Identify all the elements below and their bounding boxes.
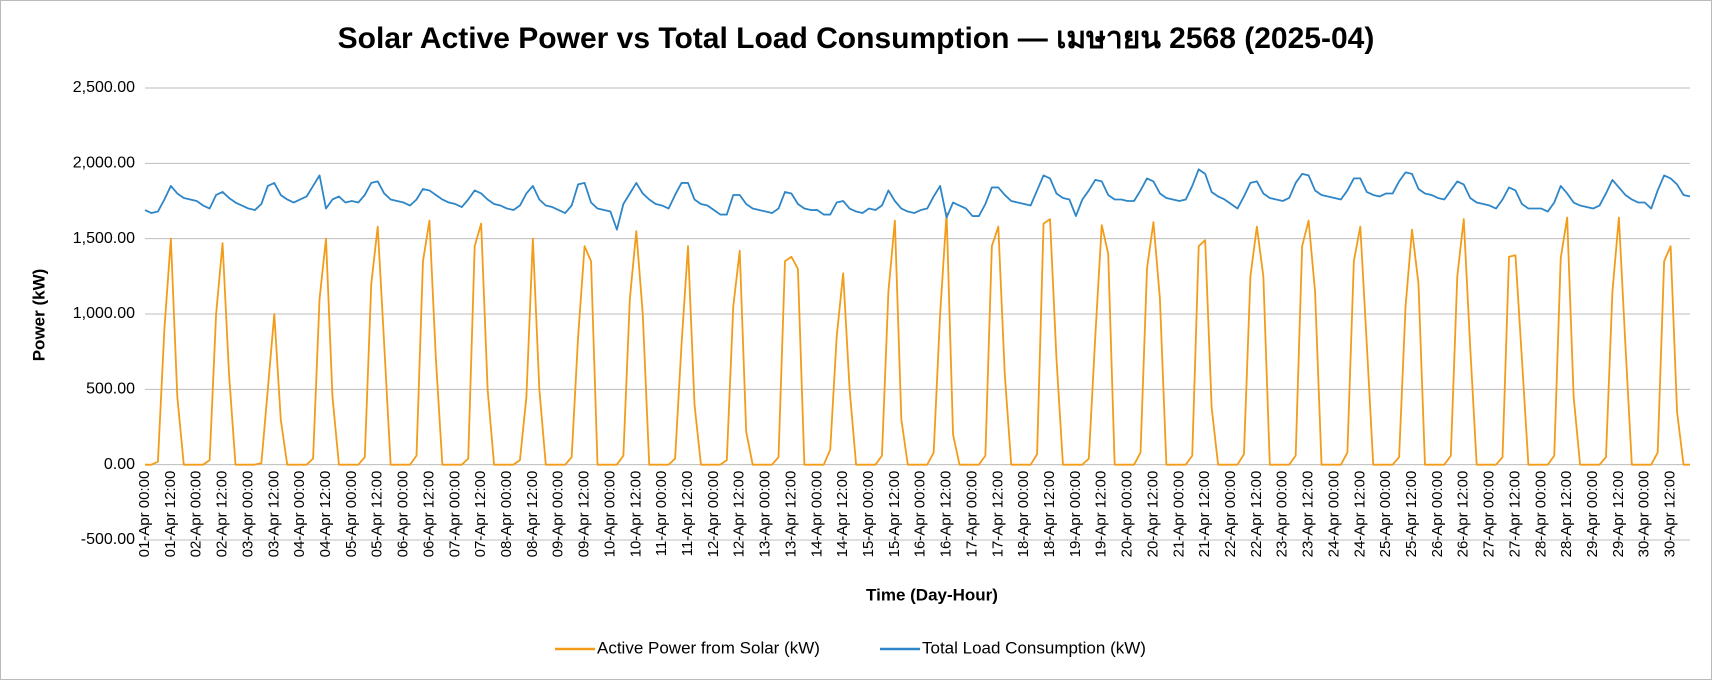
- legend-label: Total Load Consumption (kW): [922, 638, 1146, 657]
- x-tick-label: 12-Apr 00:00: [705, 471, 722, 558]
- x-tick-label: 05-Apr 12:00: [369, 471, 386, 558]
- x-tick-label: 08-Apr 00:00: [498, 471, 515, 558]
- x-tick-label: 02-Apr 12:00: [214, 471, 231, 558]
- x-tick-label: 28-Apr 12:00: [1558, 471, 1575, 558]
- x-tick-label: 16-Apr 12:00: [938, 471, 955, 558]
- x-tick-label: 06-Apr 00:00: [395, 471, 412, 558]
- x-tick-label: 27-Apr 00:00: [1481, 471, 1498, 558]
- x-tick-label: 11-Apr 00:00: [653, 471, 670, 557]
- x-tick-label: 05-Apr 00:00: [343, 471, 360, 558]
- x-tick-label: 19-Apr 00:00: [1067, 471, 1084, 558]
- x-tick-label: 07-Apr 00:00: [446, 471, 463, 558]
- x-tick-label: 14-Apr 00:00: [808, 471, 825, 558]
- x-tick-label: 11-Apr 12:00: [679, 471, 696, 557]
- x-tick-label: 10-Apr 12:00: [627, 471, 644, 558]
- x-tick-label: 01-Apr 12:00: [162, 471, 179, 558]
- x-tick-label: 29-Apr 00:00: [1584, 471, 1601, 558]
- series-line: [144, 168, 1691, 231]
- x-tick-label: 27-Apr 12:00: [1506, 471, 1523, 558]
- x-tick-label: 15-Apr 00:00: [860, 471, 877, 558]
- y-tick-label: -500.00: [81, 531, 135, 548]
- y-tick-label: 2,000.00: [73, 155, 135, 172]
- x-tick-label: 17-Apr 00:00: [963, 471, 980, 558]
- chart-title: Solar Active Power vs Total Load Consump…: [338, 22, 1375, 55]
- x-tick-label: 30-Apr 00:00: [1636, 471, 1653, 558]
- x-axis-title: Time (Day-Hour): [866, 585, 998, 604]
- x-tick-label: 17-Apr 12:00: [989, 471, 1006, 558]
- x-tick-label: 14-Apr 12:00: [834, 471, 851, 558]
- x-tick-label: 20-Apr 00:00: [1119, 471, 1136, 558]
- x-tick-label: 20-Apr 12:00: [1144, 471, 1161, 558]
- y-tick-label: 1,000.00: [73, 305, 135, 322]
- x-tick-label: 04-Apr 00:00: [291, 471, 308, 558]
- x-tick-label: 24-Apr 12:00: [1351, 471, 1368, 558]
- x-tick-label: 28-Apr 00:00: [1532, 471, 1549, 558]
- x-tick-label: 21-Apr 00:00: [1170, 471, 1187, 558]
- x-tick-label: 26-Apr 00:00: [1429, 471, 1446, 558]
- x-tick-label: 09-Apr 00:00: [550, 471, 567, 558]
- x-tick-label: 09-Apr 12:00: [576, 471, 593, 558]
- x-tick-label: 29-Apr 12:00: [1610, 471, 1627, 558]
- x-tick-label: 22-Apr 12:00: [1248, 471, 1265, 558]
- x-tick-label: 13-Apr 00:00: [757, 471, 774, 558]
- x-tick-label: 21-Apr 12:00: [1196, 471, 1213, 558]
- series-line: [145, 212, 1690, 466]
- x-tick-label: 24-Apr 00:00: [1325, 471, 1342, 558]
- x-tick-label: 16-Apr 00:00: [912, 471, 929, 558]
- x-tick-label: 23-Apr 12:00: [1300, 471, 1317, 558]
- x-tick-label: 26-Apr 12:00: [1455, 471, 1472, 558]
- x-tick-label: 22-Apr 00:00: [1222, 471, 1239, 558]
- y-tick-label: 2,500.00: [73, 79, 135, 96]
- x-tick-label: 12-Apr 12:00: [731, 471, 748, 558]
- y-tick-label: 0.00: [104, 456, 135, 473]
- x-tick-label: 25-Apr 12:00: [1403, 471, 1420, 558]
- x-tick-label: 08-Apr 12:00: [524, 471, 541, 558]
- y-axis-title: Power (kW): [29, 269, 48, 362]
- x-tick-label: 13-Apr 12:00: [782, 471, 799, 558]
- x-tick-label: 18-Apr 00:00: [1015, 471, 1032, 558]
- x-tick-label: 04-Apr 12:00: [317, 471, 334, 558]
- y-tick-label: 500.00: [86, 381, 135, 398]
- x-tick-label: 02-Apr 00:00: [188, 471, 205, 558]
- x-tick-label: 10-Apr 00:00: [601, 471, 618, 558]
- x-tick-label: 15-Apr 12:00: [886, 471, 903, 558]
- x-tick-label: 06-Apr 12:00: [420, 471, 437, 558]
- x-tick-label: 01-Apr 00:00: [136, 471, 153, 558]
- x-tick-label: 18-Apr 12:00: [1041, 471, 1058, 558]
- legend-label: Active Power from Solar (kW): [597, 638, 820, 657]
- x-tick-label: 03-Apr 00:00: [239, 471, 256, 558]
- x-tick-label: 23-Apr 00:00: [1274, 471, 1291, 558]
- x-tick-label: 03-Apr 12:00: [265, 471, 282, 558]
- x-tick-label: 25-Apr 00:00: [1377, 471, 1394, 558]
- x-tick-label: 07-Apr 12:00: [472, 471, 489, 558]
- y-tick-label: 1,500.00: [73, 230, 135, 247]
- x-tick-label: 19-Apr 12:00: [1093, 471, 1110, 558]
- x-tick-label: 30-Apr 12:00: [1662, 471, 1679, 558]
